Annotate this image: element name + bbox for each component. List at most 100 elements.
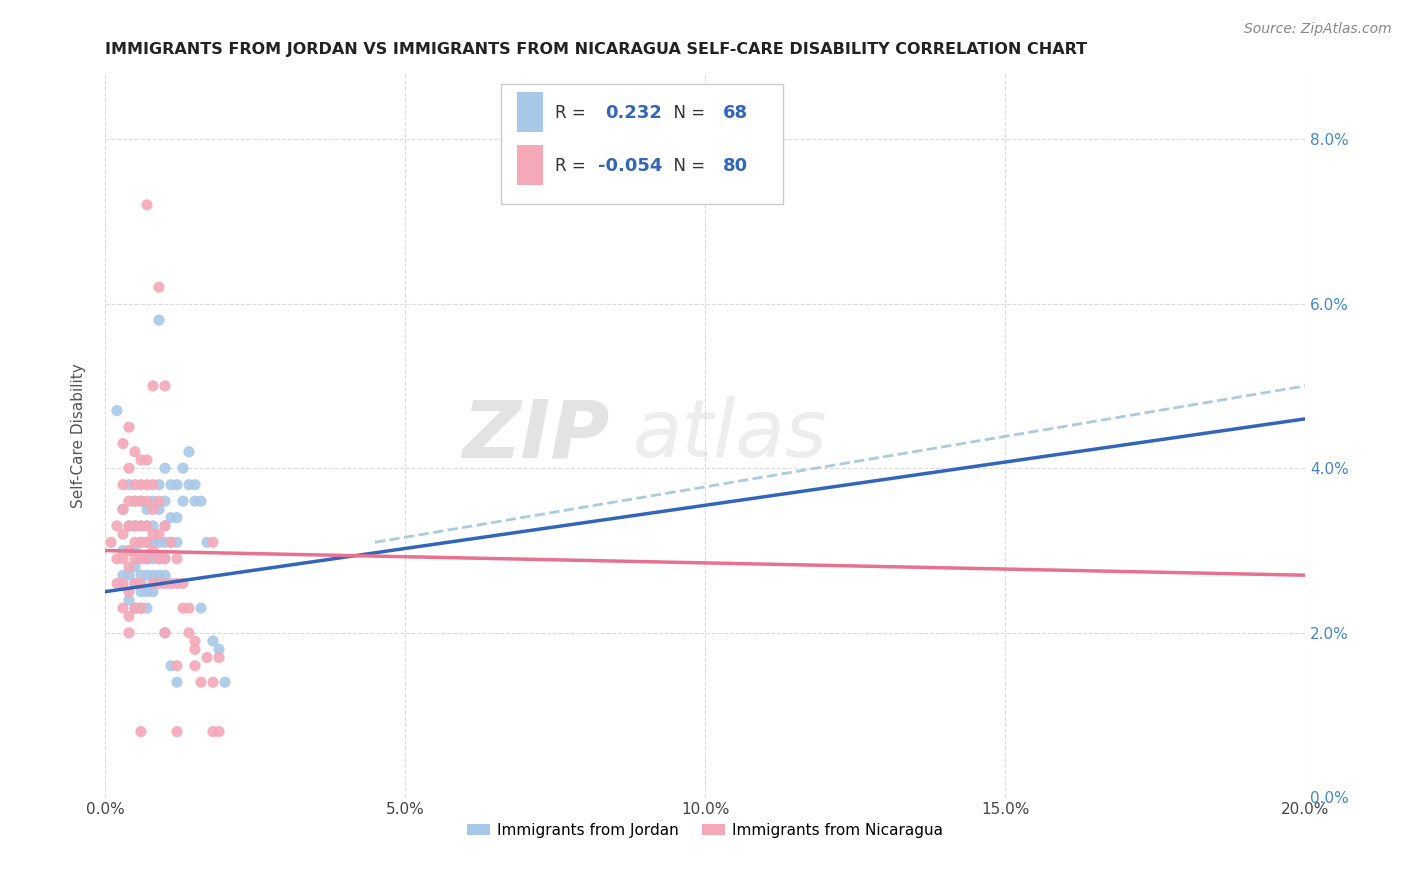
Point — [118, 519, 141, 533]
Point — [160, 510, 183, 524]
Point — [129, 551, 152, 566]
Point — [153, 625, 176, 640]
Point — [148, 280, 170, 294]
Point — [148, 551, 170, 566]
Point — [136, 551, 159, 566]
Point — [118, 420, 141, 434]
Point — [153, 519, 176, 533]
Point — [208, 642, 231, 657]
Point — [124, 519, 146, 533]
Point — [142, 551, 165, 566]
Point — [136, 198, 159, 212]
Point — [136, 568, 159, 582]
Point — [124, 535, 146, 549]
Point — [129, 535, 152, 549]
Point — [166, 551, 188, 566]
Text: ZIP: ZIP — [461, 396, 609, 475]
Bar — [516, 145, 543, 185]
Point — [129, 584, 152, 599]
Point — [111, 527, 134, 541]
Point — [136, 453, 159, 467]
Point — [100, 535, 122, 549]
Point — [142, 543, 165, 558]
Point — [160, 658, 183, 673]
Point — [177, 601, 200, 615]
Point — [136, 584, 159, 599]
Point — [153, 551, 176, 566]
Point — [136, 477, 159, 491]
Point — [136, 494, 159, 508]
Point — [153, 576, 176, 591]
FancyBboxPatch shape — [501, 84, 783, 203]
Point — [111, 568, 134, 582]
Point — [148, 568, 170, 582]
Point — [172, 576, 194, 591]
Point — [136, 551, 159, 566]
Point — [124, 494, 146, 508]
Point — [129, 724, 152, 739]
Point — [166, 535, 188, 549]
Point — [190, 675, 212, 690]
Text: R =: R = — [555, 104, 591, 122]
Point — [201, 535, 224, 549]
Point — [142, 502, 165, 516]
Point — [172, 494, 194, 508]
Point — [184, 494, 207, 508]
Point — [118, 461, 141, 475]
Point — [118, 609, 141, 624]
Point — [124, 576, 146, 591]
Point — [118, 543, 141, 558]
Point — [136, 601, 159, 615]
Point — [129, 519, 152, 533]
Point — [118, 477, 141, 491]
Point — [124, 543, 146, 558]
Point — [129, 519, 152, 533]
Point — [166, 675, 188, 690]
Point — [129, 494, 152, 508]
Point — [142, 527, 165, 541]
Point — [201, 724, 224, 739]
Point — [105, 576, 128, 591]
Point — [153, 494, 176, 508]
Point — [153, 568, 176, 582]
Text: 0.232: 0.232 — [606, 104, 662, 122]
Point — [118, 625, 141, 640]
Point — [105, 403, 128, 417]
Legend: Immigrants from Jordan, Immigrants from Nicaragua: Immigrants from Jordan, Immigrants from … — [461, 817, 949, 844]
Point — [136, 535, 159, 549]
Point — [129, 601, 152, 615]
Point — [153, 379, 176, 393]
Point — [142, 584, 165, 599]
Point — [201, 675, 224, 690]
Point — [195, 535, 218, 549]
Point — [118, 568, 141, 582]
Point — [160, 576, 183, 591]
Point — [129, 568, 152, 582]
Text: 68: 68 — [723, 104, 748, 122]
Point — [124, 444, 146, 458]
Point — [142, 568, 165, 582]
Point — [111, 502, 134, 516]
Point — [105, 551, 128, 566]
Point — [129, 453, 152, 467]
Point — [148, 477, 170, 491]
Text: IMMIGRANTS FROM JORDAN VS IMMIGRANTS FROM NICARAGUA SELF-CARE DISABILITY CORRELA: IMMIGRANTS FROM JORDAN VS IMMIGRANTS FRO… — [105, 42, 1087, 57]
Point — [124, 560, 146, 574]
Point — [129, 551, 152, 566]
Point — [129, 477, 152, 491]
Point — [136, 535, 159, 549]
Point — [184, 658, 207, 673]
Point — [118, 543, 141, 558]
Point — [166, 576, 188, 591]
Point — [177, 444, 200, 458]
Point — [177, 625, 200, 640]
Point — [136, 519, 159, 533]
Point — [160, 535, 183, 549]
Point — [195, 650, 218, 665]
Point — [111, 502, 134, 516]
Text: -0.054: -0.054 — [598, 157, 662, 175]
Point — [142, 379, 165, 393]
Point — [118, 584, 141, 599]
Point — [136, 502, 159, 516]
Point — [208, 650, 231, 665]
